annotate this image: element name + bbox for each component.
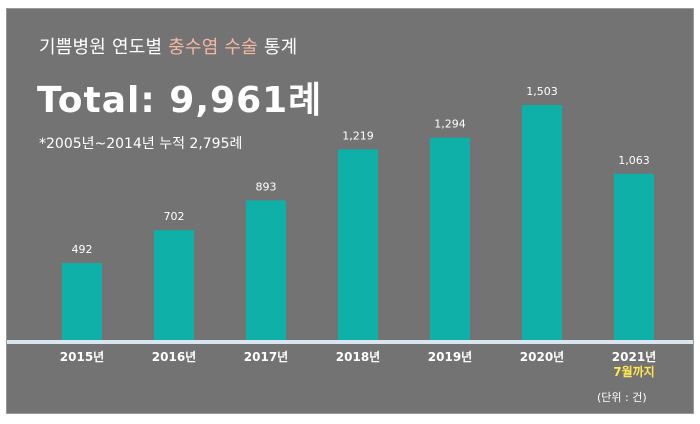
category-label-2019년: 2019년: [428, 350, 472, 364]
value-label-2016년: 702: [164, 210, 185, 223]
category-label-2016년: 2016년: [152, 350, 196, 364]
total-summary: Total: 9,961례: [37, 71, 322, 123]
bar-2020년: [522, 105, 562, 340]
category-sublabel-2021년: 7월까지: [613, 364, 654, 379]
value-label-2020년: 1,503: [526, 85, 558, 98]
value-label-2017년: 893: [256, 180, 277, 193]
chart-card: 기쁨병원 연도별 충수염 수술 통계 Total: 9,961례 *2005년~…: [6, 8, 694, 414]
title-highlight: 충수염 수술: [168, 37, 258, 58]
labels-layer: 492 2015년 702 2016년 893 2017년 1,219 2018년 1,294 2…: [60, 85, 656, 379]
bar-2015년: [62, 263, 102, 340]
bars-layer: [62, 105, 654, 340]
bar-2021년: [614, 173, 654, 340]
bar-2019년: [430, 137, 470, 340]
chart-title: 기쁨병원 연도별 충수염 수술 통계: [39, 33, 297, 59]
bar-chart: 492 2015년 702 2016년 893 2017년 1,219 2018년 1,294 2…: [7, 85, 693, 379]
value-label-2021년: 1,063: [618, 154, 650, 167]
category-label-2020년: 2020년: [520, 350, 564, 364]
value-label-2015년: 492: [72, 243, 93, 256]
title-prefix: 기쁨병원 연도별: [39, 37, 169, 58]
cumulative-note: *2005년~2014년 누적 2,795례: [39, 136, 243, 152]
category-label-2017년: 2017년: [244, 350, 288, 364]
total-label: Total:: [37, 80, 156, 121]
value-label-2019년: 1,294: [434, 118, 466, 131]
total-value: 9,961례: [169, 80, 323, 121]
category-label-2018년: 2018년: [336, 350, 380, 364]
category-label-2015년: 2015년: [60, 350, 104, 364]
bar-2016년: [154, 230, 194, 340]
unit-note: (단위 : 건): [597, 391, 647, 404]
bar-2018년: [338, 149, 378, 340]
category-label-2021년: 2021년: [612, 350, 656, 364]
bar-2017년: [246, 200, 286, 340]
title-suffix: 통계: [257, 37, 298, 58]
value-label-2018년: 1,219: [342, 129, 374, 142]
